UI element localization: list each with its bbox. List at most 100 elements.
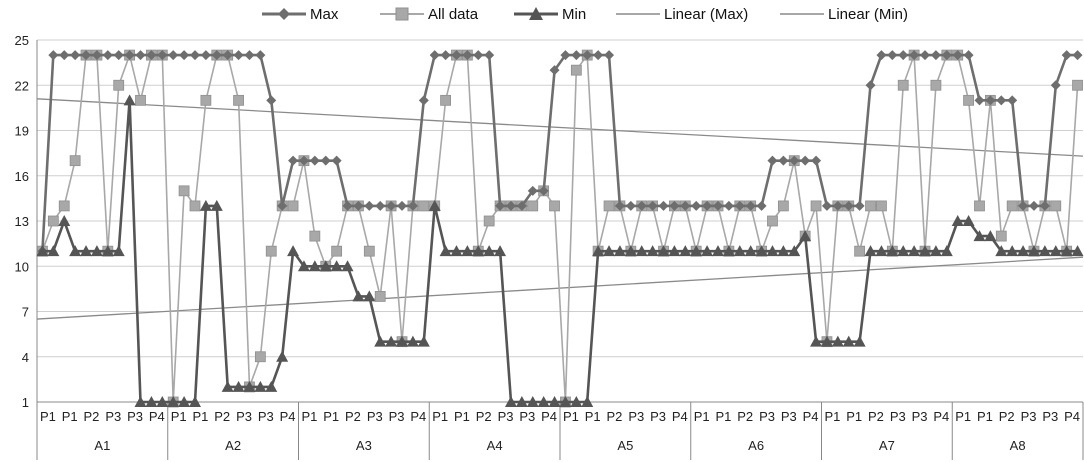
data-point-max (375, 200, 386, 211)
data-point-max (680, 200, 691, 211)
data-point-min (221, 380, 234, 392)
x-tick-label: P1 (301, 409, 317, 424)
x-tick-label: P3 (367, 409, 383, 424)
x-tick-label: P4 (803, 409, 819, 424)
data-point-min (167, 396, 180, 407)
data-point-min (472, 245, 485, 257)
x-tick-label: P1 (171, 409, 187, 424)
data-point-min (36, 245, 49, 257)
data-point-max (571, 50, 582, 61)
data-point-all-data (440, 94, 451, 106)
data-point-max (146, 50, 157, 61)
data-point-all-data (69, 155, 81, 167)
data-point-all-data (603, 200, 615, 212)
group-label: A6 (748, 438, 764, 453)
data-point-max (767, 155, 778, 166)
data-point-min (101, 245, 114, 257)
data-point-min (908, 245, 921, 257)
data-point-min (657, 245, 670, 257)
data-point-min (548, 396, 561, 407)
data-point-max (298, 155, 309, 166)
legend-label-max: Max (310, 6, 339, 23)
data-point-max (1072, 50, 1083, 61)
data-point-min (199, 199, 212, 211)
data-point-min (461, 245, 474, 257)
x-tick-label: P3 (1042, 409, 1058, 424)
data-point-max (898, 50, 909, 61)
data-point-min (363, 290, 376, 302)
data-point-max (364, 200, 375, 211)
trendlines (36, 98, 1084, 320)
data-point-min (1017, 245, 1030, 257)
y-axis-ticks: 1 4 7 10 13 16 19 22 25 (15, 33, 29, 410)
data-point-min (853, 335, 866, 347)
y-tick-label: 7 (22, 305, 29, 320)
legend-item-linear-max: Linear (Max) (616, 6, 748, 23)
legend-label-linear-min: Linear (Min) (828, 6, 908, 23)
data-point-all-data (374, 291, 386, 302)
data-point-max (593, 50, 604, 61)
x-tick-label: P2 (214, 409, 230, 424)
data-point-min (406, 335, 419, 347)
data-point-all-data (549, 200, 560, 212)
data-point-min (940, 245, 953, 257)
y-tick-label: 10 (15, 259, 29, 274)
data-point-all-data (233, 94, 244, 106)
data-point-min (254, 380, 267, 392)
data-point-max (386, 200, 397, 211)
x-tick-label: P3 (127, 409, 143, 424)
data-point-max (647, 200, 658, 211)
data-point-all-data (287, 200, 299, 212)
x-tick-label: P2 (737, 409, 753, 424)
x-tick-label: P3 (105, 409, 121, 424)
data-point-min (995, 245, 1008, 257)
data-point-min (188, 396, 201, 407)
data-point-max (778, 155, 789, 166)
data-point-max (102, 50, 113, 61)
data-point-max (963, 50, 974, 61)
data-point-max (876, 50, 887, 61)
data-point-max (484, 50, 495, 61)
data-point-all-data (974, 200, 985, 212)
data-point-all-data (876, 200, 887, 212)
data-point-min (526, 396, 539, 407)
data-point-max (821, 200, 832, 211)
series-layer (36, 49, 1084, 408)
x-tick-label: P2 (476, 409, 492, 424)
trendline-linear-min (36, 256, 1084, 320)
data-point-max (636, 200, 647, 211)
legend-item-linear-min: Linear (Min) (780, 6, 908, 23)
data-point-min (1027, 245, 1040, 257)
x-tick-label: P4 (933, 409, 949, 424)
group-label: A3 (356, 438, 372, 453)
data-point-max (179, 50, 190, 61)
data-point-min (810, 335, 823, 347)
data-point-min (450, 245, 463, 257)
data-point-max (168, 50, 179, 61)
group-label: A7 (879, 438, 895, 453)
data-point-min (875, 245, 888, 257)
data-point-min (820, 335, 833, 347)
x-tick-label: P1 (846, 409, 862, 424)
data-point-max (48, 50, 59, 61)
data-point-max (669, 200, 680, 211)
data-point-min (799, 230, 812, 242)
data-point-max (113, 50, 124, 61)
legend-item-max: Max (262, 6, 339, 23)
data-point-min (831, 335, 844, 347)
y-tick-label: 19 (15, 124, 29, 139)
data-point-max (233, 50, 244, 61)
data-point-max (832, 200, 843, 211)
x-tick-label: P1 (432, 409, 448, 424)
data-point-max (854, 200, 865, 211)
data-point-max (909, 50, 920, 61)
data-point-min (352, 290, 365, 302)
data-point-min (287, 245, 300, 257)
data-point-max (691, 200, 702, 211)
data-point-max (745, 200, 756, 211)
data-point-max (811, 155, 822, 166)
diamond-marker-icon (278, 8, 290, 20)
data-point-min (330, 260, 343, 272)
x-tick-label: P1 (40, 409, 56, 424)
